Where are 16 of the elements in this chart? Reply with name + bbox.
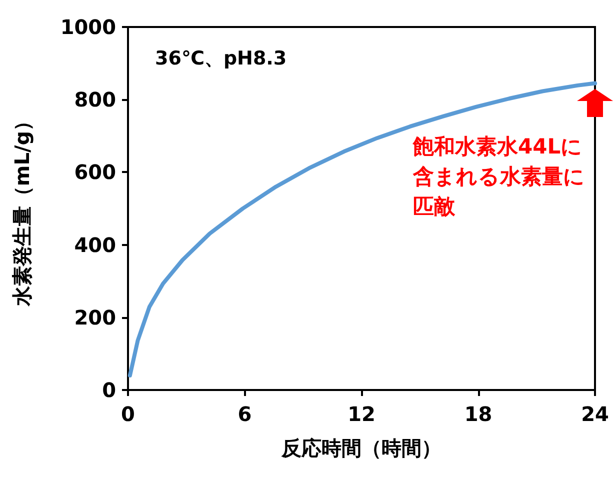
line-series — [128, 81, 597, 378]
x-tick-label: 18 — [464, 402, 492, 426]
y-tick-label: 600 — [74, 160, 116, 184]
x-tick-label: 12 — [348, 402, 376, 426]
text: 36℃、pH8.3 — [155, 48, 287, 70]
y-tick-label: 400 — [74, 232, 116, 257]
x-tick-label: 6 — [238, 402, 252, 426]
x-tick-label: 0 — [121, 402, 135, 426]
y-tick-label: 0 — [102, 378, 116, 402]
x-axis-title: 反応時間（時間） — [280, 436, 442, 460]
y-tick-label: 1000 — [60, 15, 116, 39]
y-tick-label: 200 — [74, 305, 116, 330]
y-tick-label: 800 — [74, 88, 116, 112]
y-axis-title: 水素発生量（mL/g） — [10, 110, 34, 308]
x-tick-label: 24 — [581, 402, 609, 426]
annotation: 飽和水素水44Lに含まれる水素量に匹敵 — [412, 134, 585, 218]
